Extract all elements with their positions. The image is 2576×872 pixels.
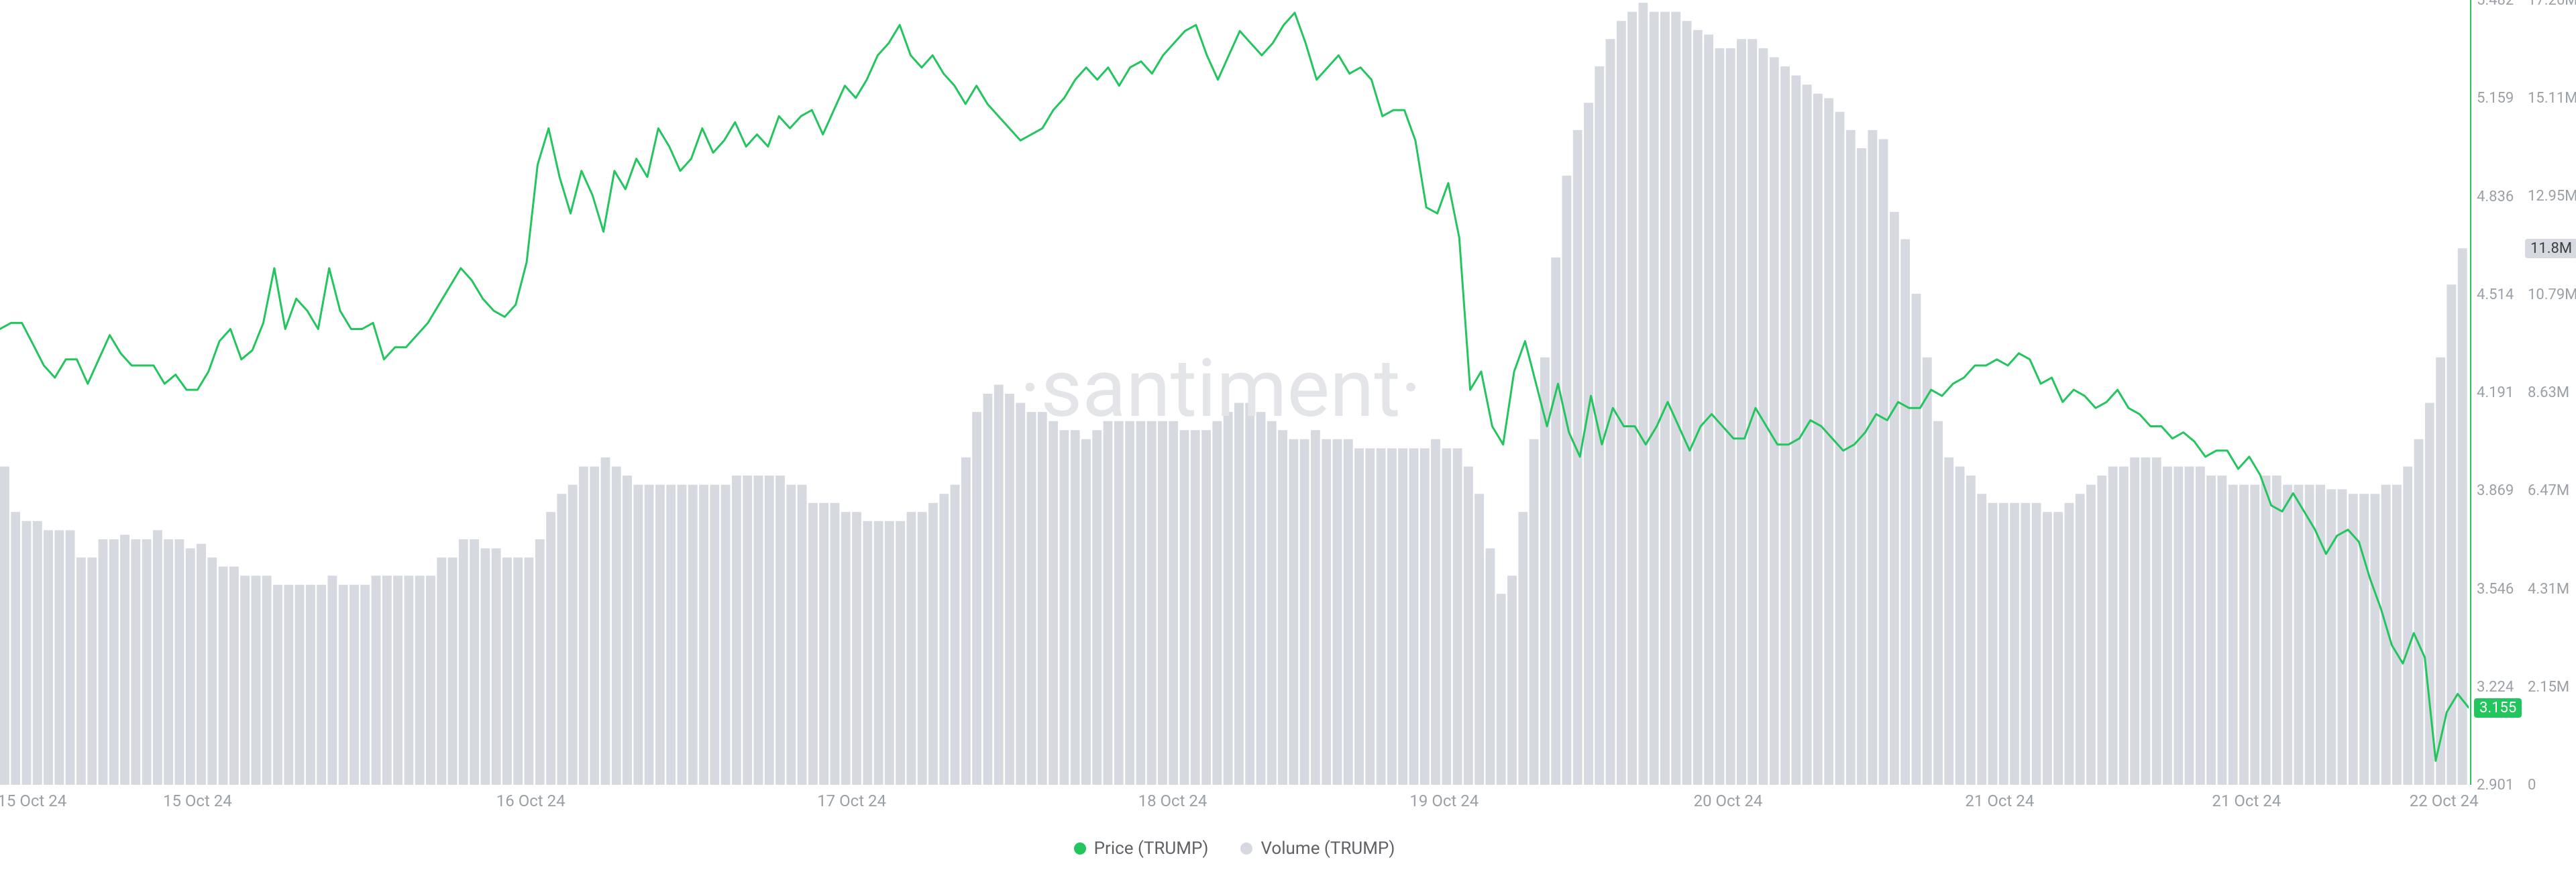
volume-current-badge: 11.8M bbox=[2525, 239, 2576, 258]
price-tick-label: 4.836 bbox=[2477, 188, 2514, 205]
volume-tick-label: 15.11M bbox=[2528, 90, 2576, 107]
x-tick-label: 21 Oct 24 bbox=[2212, 792, 2281, 810]
volume-tick-label: 17.26M bbox=[2528, 0, 2576, 9]
price-tick-label: 5.159 bbox=[2477, 90, 2514, 107]
legend-item-price[interactable]: Price (TRUMP) bbox=[1074, 838, 1209, 859]
x-tick-label: 21 Oct 24 bbox=[1965, 792, 2034, 810]
volume-tick-label: 4.31M bbox=[2528, 581, 2569, 598]
legend-swatch-volume bbox=[1240, 842, 1252, 855]
right-y-axes: 5.482 5.159 4.836 4.514 4.191 3.869 3.546 3.224… bbox=[2469, 0, 2576, 785]
legend-item-volume[interactable]: Volume (TRUMP) bbox=[1240, 838, 1395, 859]
volume-tick-label: 8.63M bbox=[2528, 384, 2569, 401]
plot-area[interactable]: ·santiment· bbox=[0, 0, 2469, 785]
volume-tick-label: 6.47M bbox=[2528, 482, 2569, 499]
x-tick-label: 16 Oct 24 bbox=[496, 792, 566, 810]
price-tick-label: 4.191 bbox=[2477, 384, 2514, 401]
legend-swatch-price bbox=[1074, 842, 1086, 855]
price-current-badge: 3.155 bbox=[2474, 698, 2522, 718]
x-tick-label: 18 Oct 24 bbox=[1138, 792, 1208, 810]
x-axis: 15 Oct 24 15 Oct 24 16 Oct 24 17 Oct 24 18 O… bbox=[0, 792, 2469, 818]
legend-label-price: Price (TRUMP) bbox=[1094, 838, 1209, 859]
price-tick-label: 5.482 bbox=[2477, 0, 2514, 9]
x-tick-label: 17 Oct 24 bbox=[817, 792, 886, 810]
x-tick-label: 20 Oct 24 bbox=[1694, 792, 1763, 810]
price-tick-label: 3.224 bbox=[2477, 679, 2514, 696]
price-tick-label: 3.546 bbox=[2477, 581, 2514, 598]
volume-tick-label: 0 bbox=[2528, 777, 2536, 794]
legend: Price (TRUMP) Volume (TRUMP) bbox=[0, 832, 2469, 865]
legend-label-volume: Volume (TRUMP) bbox=[1260, 838, 1395, 859]
price-tick-label: 2.901 bbox=[2477, 777, 2514, 794]
volume-tick-label: 2.15M bbox=[2528, 679, 2569, 696]
chart-svg bbox=[0, 0, 2469, 785]
x-tick-label: 15 Oct 24 bbox=[0, 792, 66, 810]
price-volume-chart: ·santiment· 5.482 5.159 4.836 4.514 4.191 3.8… bbox=[0, 0, 2576, 872]
volume-tick-label: 12.95M bbox=[2528, 188, 2576, 205]
price-tick-label: 4.514 bbox=[2477, 286, 2514, 303]
x-tick-label: 22 Oct 24 bbox=[2410, 792, 2479, 810]
x-tick-label: 15 Oct 24 bbox=[163, 792, 232, 810]
volume-bars bbox=[0, 3, 2467, 785]
price-axis-line bbox=[2470, 0, 2471, 785]
x-tick-label: 19 Oct 24 bbox=[1409, 792, 1479, 810]
volume-tick-label: 10.79M bbox=[2528, 286, 2576, 303]
price-tick-label: 3.869 bbox=[2477, 482, 2514, 499]
